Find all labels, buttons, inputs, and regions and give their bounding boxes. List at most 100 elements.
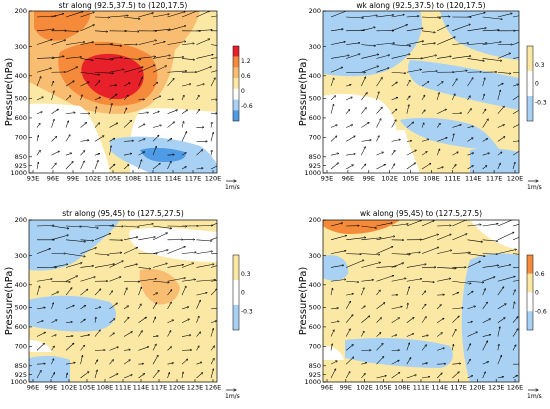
x-tick-label: 96E bbox=[342, 175, 354, 183]
y-tick-label: 200 bbox=[309, 216, 321, 224]
x-tick-label: 108E bbox=[394, 384, 411, 392]
y-tick-label: 850 bbox=[309, 362, 321, 370]
shaded-field bbox=[29, 10, 227, 173]
y-tick-label: 1000 bbox=[304, 378, 321, 386]
x-tick-label: 120E bbox=[469, 384, 486, 392]
x-tick-label: 105E bbox=[402, 175, 419, 183]
x-tick-label: 99E bbox=[45, 384, 57, 392]
panel-wk-top: wk along (92.5,37.5) to (120,17.5) Press… bbox=[298, 1, 547, 191]
x-tick-label: 111E bbox=[413, 384, 430, 392]
colorbar-swatch bbox=[527, 311, 533, 330]
y-tick-label: 200 bbox=[15, 216, 27, 224]
x-tick-label: 111E bbox=[444, 175, 461, 183]
y-tick-label: 500 bbox=[309, 304, 321, 312]
y-tick-label: 850 bbox=[15, 362, 27, 370]
colorbar-label: 0 bbox=[241, 290, 245, 297]
colorbar-swatch bbox=[233, 67, 239, 78]
y-tick-label: 400 bbox=[309, 72, 321, 80]
colorbar-label: 0.6 bbox=[241, 73, 251, 80]
panel-str-top: str along (92.5,37.5) to (120,17.5) Pres… bbox=[4, 1, 253, 191]
vector-scale: 1m/s bbox=[527, 390, 542, 400]
x-tick-label: 99E bbox=[363, 175, 375, 183]
panel-wk-bottom: wk along (95,45) to (127.5,27.5) Pressur… bbox=[298, 209, 547, 400]
x-tick-label: 99E bbox=[340, 384, 352, 392]
colorbar-label: 0.3 bbox=[535, 62, 545, 69]
y-tick-label: 200 bbox=[309, 7, 321, 15]
y-tick-label: 1000 bbox=[304, 169, 321, 177]
negative-anomaly-right bbox=[462, 254, 519, 383]
shaded-field bbox=[323, 218, 530, 382]
colorbar-swatch bbox=[233, 57, 239, 68]
x-tick-label: 93E bbox=[321, 175, 333, 183]
terrain-mask-lower bbox=[323, 130, 420, 173]
y-tick-label: 700 bbox=[309, 134, 321, 142]
colorbar: 0.30-0.3 bbox=[233, 255, 253, 330]
y-axis-label: Pressure(hPa) bbox=[4, 267, 15, 336]
y-tick-label: 700 bbox=[309, 343, 321, 351]
x-tick-label: 96E bbox=[27, 384, 39, 392]
colorbar-swatch bbox=[233, 78, 239, 89]
colorbar: 0.6 0 -0.6 bbox=[527, 255, 547, 330]
x-tick-label: 108E bbox=[423, 175, 440, 183]
x-tick-label: 126E bbox=[205, 384, 222, 392]
x-tick-label: 114E bbox=[465, 175, 482, 183]
x-tick-label: 99E bbox=[67, 175, 79, 183]
colorbar-label: -0.3 bbox=[535, 99, 547, 106]
x-tick-label: 117E bbox=[486, 175, 503, 183]
x-tick-label: 96E bbox=[321, 384, 333, 392]
y-tick-label: 700 bbox=[15, 343, 27, 351]
y-tick-label: 400 bbox=[309, 281, 321, 289]
colorbar-label: -0.6 bbox=[535, 308, 547, 315]
colorbar-label: -0.6 bbox=[241, 103, 253, 110]
colorbar-swatch bbox=[233, 89, 239, 100]
unit-label: 1m/s bbox=[225, 393, 240, 400]
y-tick-label: 500 bbox=[15, 304, 27, 312]
colorbar-swatch bbox=[527, 255, 533, 274]
colorbar-swatch bbox=[527, 71, 533, 96]
colorbar-swatch bbox=[233, 255, 239, 280]
vector-scale: 1m/s bbox=[225, 390, 240, 400]
x-tick-label: 111E bbox=[115, 384, 132, 392]
colorbar-label: 0.6 bbox=[535, 271, 545, 278]
y-axis-label: Pressure(hPa) bbox=[298, 267, 309, 336]
unit-label: 1m/s bbox=[225, 184, 240, 191]
x-tick-label: 93E bbox=[27, 175, 39, 183]
x-tick-label: 108E bbox=[97, 384, 114, 392]
y-tick-label: 300 bbox=[309, 252, 321, 260]
x-tick-label: 111E bbox=[145, 175, 162, 183]
y-tick-label: 600 bbox=[15, 114, 27, 122]
panel-str-bottom: str along (95,45) to (127.5,27.5) Pressu… bbox=[4, 209, 253, 400]
y-tick-label: 300 bbox=[15, 43, 27, 51]
x-tick-label: 117E bbox=[450, 384, 467, 392]
panel-title: wk along (95,45) to (127.5,27.5) bbox=[360, 209, 482, 218]
vector-scale: 1m/s bbox=[527, 181, 542, 191]
y-tick-label: 500 bbox=[309, 95, 321, 103]
negative-anomaly-surface bbox=[470, 148, 519, 173]
x-tick-label: 123E bbox=[187, 384, 204, 392]
unit-label: 1m/s bbox=[527, 393, 542, 400]
colorbar-swatch bbox=[233, 280, 239, 305]
x-tick-label: 114E bbox=[133, 384, 150, 392]
y-tick-label: 850 bbox=[309, 153, 321, 161]
negative-anomaly-mid bbox=[29, 296, 116, 332]
x-tick-label: 117E bbox=[185, 175, 202, 183]
colorbar-label: 0 bbox=[535, 81, 539, 88]
colorbar-swatch bbox=[527, 46, 533, 71]
y-tick-label: 200 bbox=[15, 7, 27, 15]
y-tick-label: 850 bbox=[15, 153, 27, 161]
y-tick-label: 600 bbox=[309, 323, 321, 331]
shaded-field bbox=[323, 10, 533, 173]
y-axis-label: Pressure(hPa) bbox=[4, 58, 15, 127]
y-tick-label: 700 bbox=[15, 134, 27, 142]
colorbar-swatch bbox=[527, 96, 533, 121]
x-tick-label: 117E bbox=[151, 384, 168, 392]
shaded-field bbox=[29, 219, 229, 382]
colorbar-label: 0 bbox=[535, 290, 539, 297]
colorbar: 1.20.60-0.6 bbox=[233, 46, 253, 121]
y-tick-label: 500 bbox=[15, 95, 27, 103]
panel-title: str along (95,45) to (127.5,27.5) bbox=[62, 209, 184, 218]
colorbar-label: -0.3 bbox=[241, 308, 253, 315]
x-tick-label: 126E bbox=[507, 384, 524, 392]
x-tick-label: 123E bbox=[488, 384, 505, 392]
